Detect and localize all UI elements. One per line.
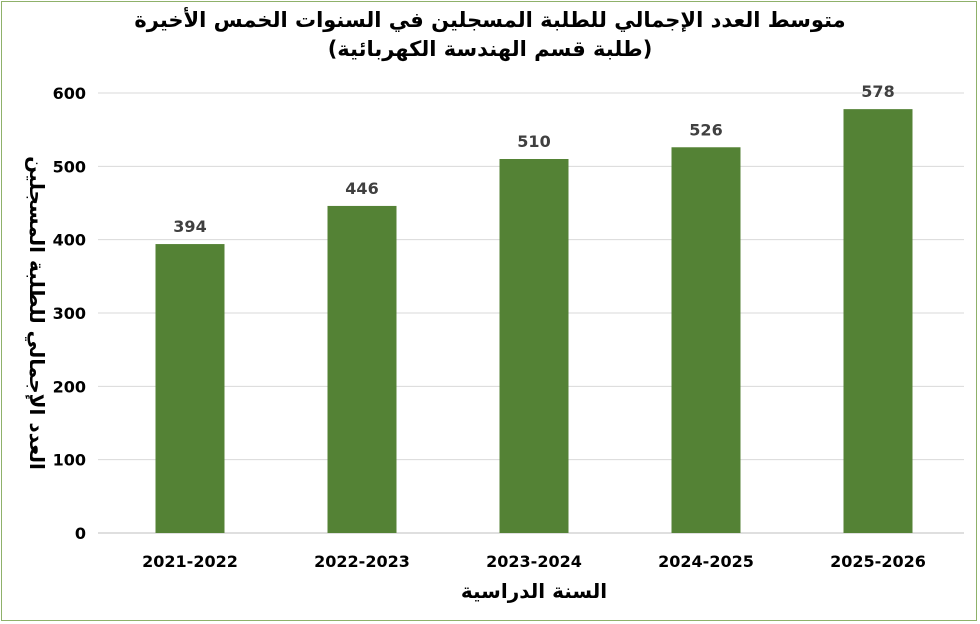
data-label: 578 xyxy=(861,82,894,101)
bar xyxy=(499,159,569,533)
data-label: 510 xyxy=(517,132,550,151)
data-label: 526 xyxy=(689,120,722,139)
x-tick-label: 2024-2025 xyxy=(658,552,754,571)
y-tick-label: 300 xyxy=(53,304,86,323)
x-axis-title: السنة الدراسية xyxy=(461,579,607,603)
bar xyxy=(327,205,397,533)
x-tick-label: 2021-2022 xyxy=(142,552,238,571)
bars xyxy=(155,109,913,534)
bar xyxy=(671,147,741,533)
y-axis-title: العدد الإجمالي للطلبة المسجلين xyxy=(24,156,49,470)
bar xyxy=(843,109,913,533)
x-tick-labels: 2021-2022 2022-2023 2023-2024 2024-2025 2025… xyxy=(142,552,926,571)
y-tick-label: 500 xyxy=(53,157,86,176)
data-labels: 394 446 510 526 578 xyxy=(173,82,894,236)
x-tick-label: 2023-2024 xyxy=(486,552,582,571)
y-tick-label: 0 xyxy=(75,524,86,543)
bar xyxy=(155,244,225,534)
data-label: 394 xyxy=(173,217,206,236)
x-tick-label: 2022-2023 xyxy=(314,552,410,571)
y-tick-label: 200 xyxy=(53,377,86,396)
x-tick-label: 2025-2026 xyxy=(830,552,926,571)
chart-title-block: متوسط العدد الإجمالي للطلبة المسجلين في … xyxy=(0,6,980,64)
y-tick-label: 100 xyxy=(53,451,86,470)
chart-title: متوسط العدد الإجمالي للطلبة المسجلين في … xyxy=(134,8,846,32)
chart-subtitle: (طلبة قسم الهندسة الكهربائية) xyxy=(327,37,653,61)
y-tick-label: 600 xyxy=(53,84,86,103)
y-tick-label: 400 xyxy=(53,231,86,250)
data-label: 446 xyxy=(345,179,378,198)
y-tick-labels: 0 100 200 300 400 500 600 xyxy=(53,84,86,543)
